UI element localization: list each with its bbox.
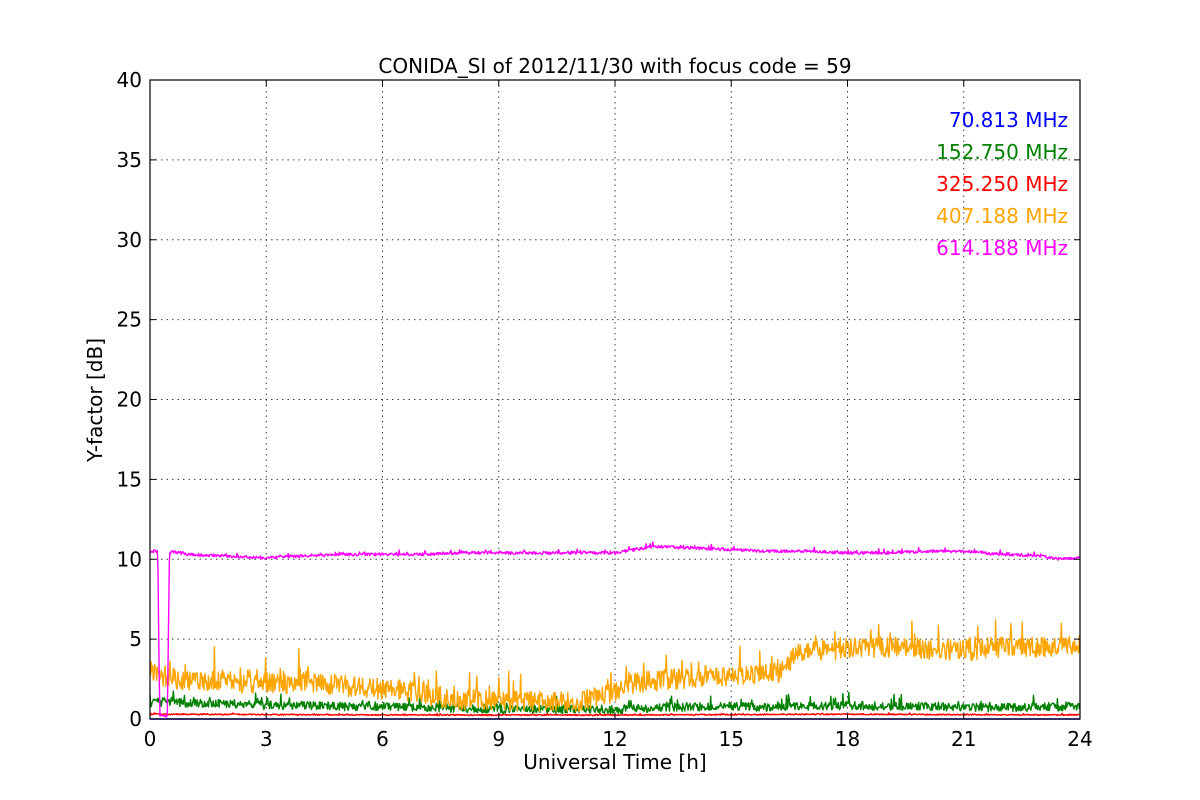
legend-entry-1: 152.750 MHz	[936, 140, 1068, 164]
legend-entry-4: 614.188 MHz	[936, 236, 1068, 260]
y-tick-label: 40	[117, 68, 142, 92]
x-tick-label: 24	[1067, 727, 1092, 751]
series-line-1	[149, 690, 1081, 715]
ticks: 0 3 6 9 12 15 18 21 24 0 5 10 15 20 25 30 35 40	[117, 68, 1093, 751]
y-tick-label: 30	[117, 228, 142, 252]
y-tick-label: 25	[117, 308, 142, 332]
series-line-3	[149, 619, 1081, 712]
y-axis-label: Y-factor [dB]	[83, 338, 107, 463]
x-tick-label: 3	[260, 727, 273, 751]
x-tick-label: 21	[951, 727, 976, 751]
x-tick-label: 18	[835, 727, 860, 751]
y-tick-label: 5	[129, 627, 142, 651]
grid	[150, 80, 1080, 719]
x-axis-label: Universal Time [h]	[523, 750, 706, 774]
y-tick-label: 0	[129, 707, 142, 731]
x-tick-label: 0	[144, 727, 157, 751]
y-tick-label: 35	[117, 148, 142, 172]
x-tick-label: 6	[376, 727, 389, 751]
legend: 70.813 MHz 152.750 MHz 325.250 MHz 407.188 …	[936, 108, 1068, 260]
chart-title: CONIDA_SI of 2012/11/30 with focus code …	[378, 54, 851, 78]
legend-entry-3: 407.188 MHz	[936, 204, 1068, 228]
x-tick-label: 12	[602, 727, 627, 751]
y-tick-label: 10	[117, 547, 142, 571]
x-tick-label: 9	[492, 727, 505, 751]
legend-entry-2: 325.250 MHz	[936, 172, 1068, 196]
series-line-4	[149, 541, 1081, 718]
y-tick-label: 15	[117, 467, 142, 491]
x-tick-label: 15	[719, 727, 744, 751]
y-tick-label: 20	[117, 388, 142, 412]
legend-entry-0: 70.813 MHz	[949, 108, 1068, 132]
